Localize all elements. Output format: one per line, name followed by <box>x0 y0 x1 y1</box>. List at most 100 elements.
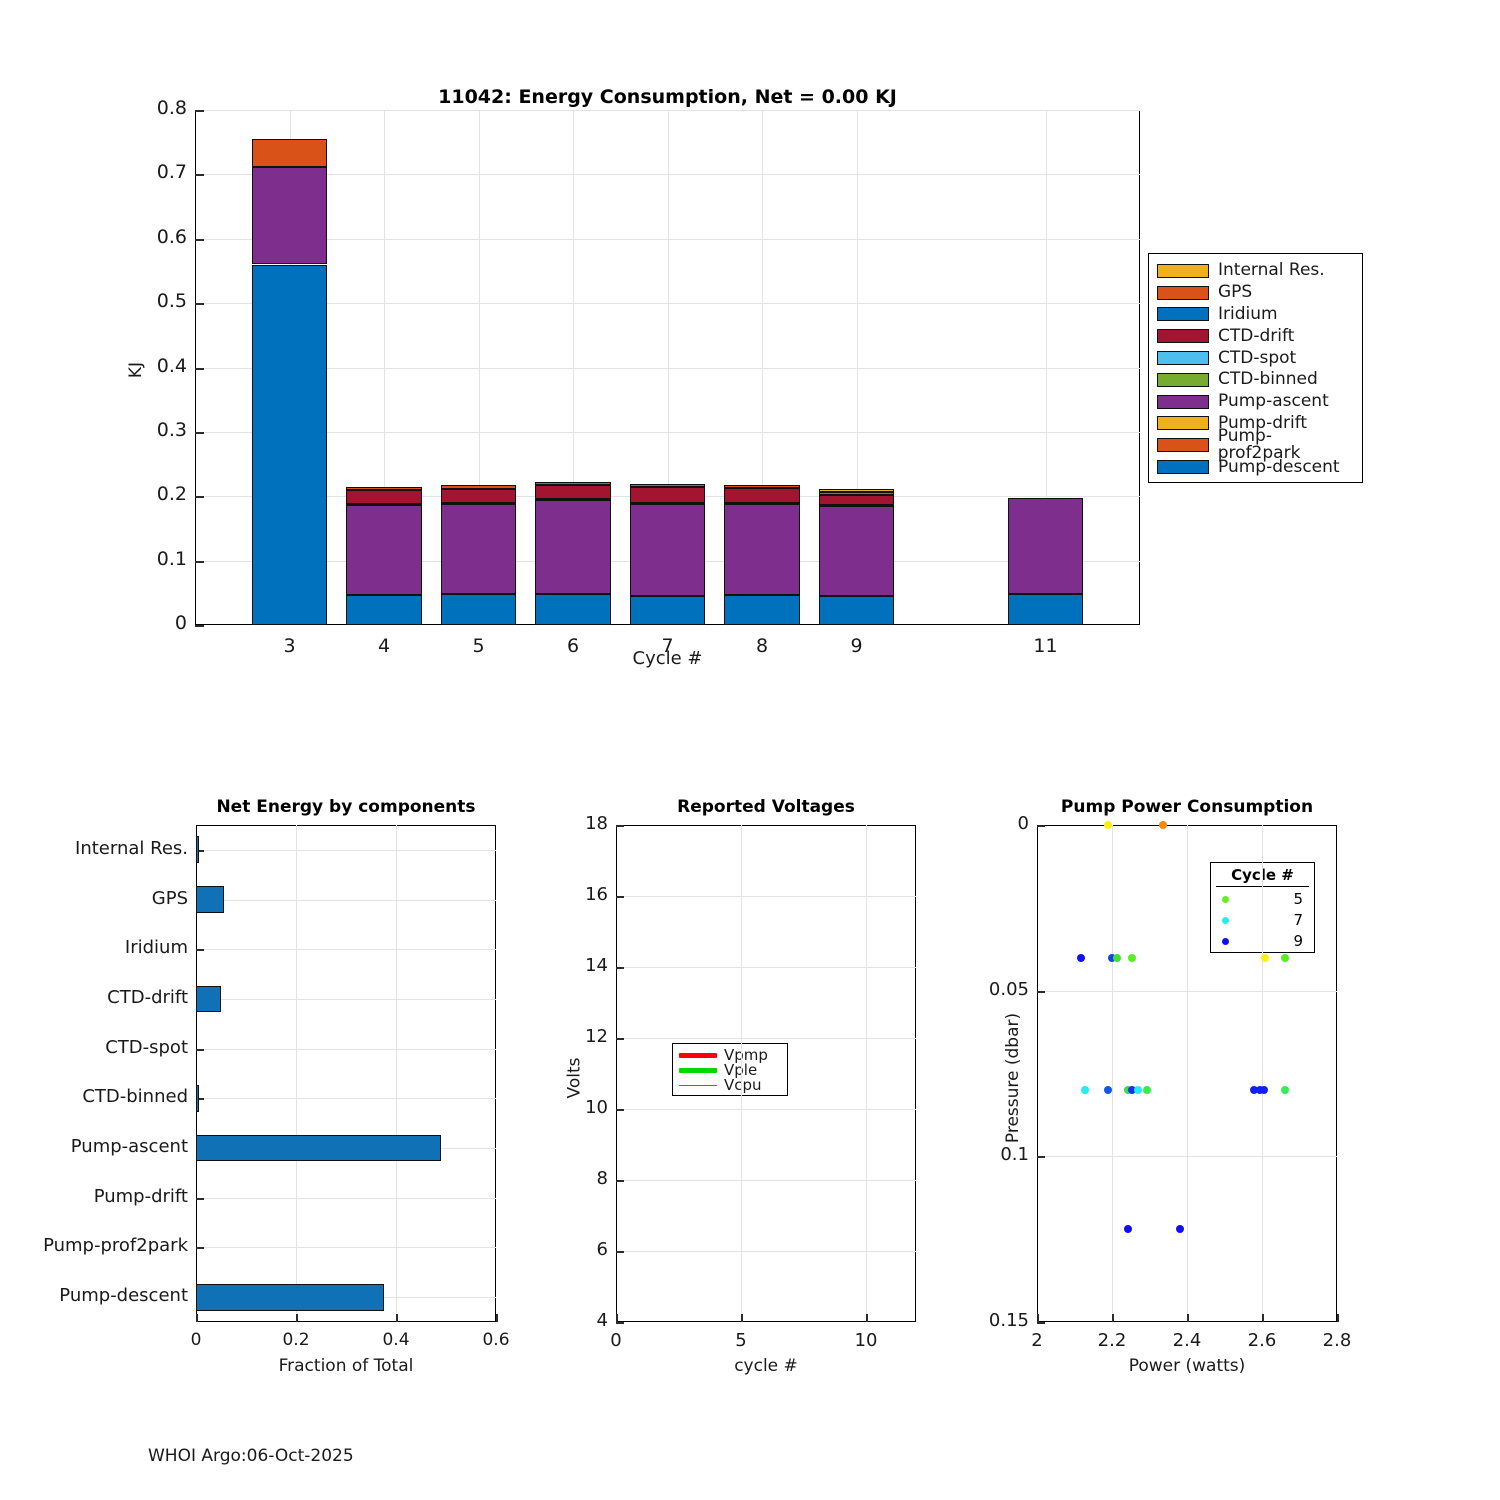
legend-label: CTD-binned <box>1218 369 1318 390</box>
legend-item-internal-res[interactable]: Internal Res. <box>1157 260 1354 282</box>
legend-label: Vcpu <box>724 1076 762 1094</box>
stacked-bar-segment <box>440 503 517 595</box>
x-tick-label: 2.6 <box>1247 1330 1277 1351</box>
x-tick-label: 10 <box>854 1330 878 1351</box>
scatter-point <box>1249 1086 1258 1095</box>
legend-label: 7 <box>1293 911 1303 929</box>
voltages-y-axis-label: Volts <box>564 1057 585 1099</box>
y-gridline <box>195 368 1140 369</box>
y-tickmark <box>195 368 204 370</box>
x-gridline <box>396 825 397 1322</box>
stacked-bar-segment <box>251 167 328 265</box>
y-gridline <box>616 1180 916 1181</box>
stacked-bar-segment <box>440 488 517 504</box>
legend-item-pump-drift[interactable]: Pump-drift <box>1157 413 1354 435</box>
y-gridline <box>196 900 496 901</box>
main-chart-legend[interactable]: Internal Res. GPS Iridium CTD-drift CTD-spot… <box>1148 253 1363 483</box>
horizontal-bar <box>196 1084 199 1112</box>
y-tickmark <box>616 896 624 898</box>
category-label: Internal Res. <box>75 837 188 859</box>
x-tick-label: 3 <box>283 635 296 657</box>
category-label: GPS <box>151 887 188 909</box>
x-tick-label: 2.4 <box>1172 1330 1202 1351</box>
y-tick-label: 0.7 <box>156 161 187 184</box>
legend-item-ctd-drift[interactable]: CTD-drift <box>1157 325 1354 347</box>
voltage-legend-item-vcpu[interactable]: Vcpu <box>679 1078 781 1093</box>
category-label: CTD-drift <box>107 986 188 1008</box>
y-tick-label: 0.2 <box>156 483 187 506</box>
y-tickmark <box>195 432 204 434</box>
y-gridline <box>196 1049 496 1050</box>
x-gridline <box>296 825 297 1322</box>
y-gridline <box>195 303 1140 304</box>
x-gridline <box>1112 825 1113 1322</box>
stacked-bar-segment <box>724 487 800 504</box>
y-tickmark <box>195 496 204 498</box>
legend-item-iridium[interactable]: Iridium <box>1157 304 1354 326</box>
x-gridline <box>857 110 858 625</box>
legend-item-pump-prof2park[interactable]: Pump-prof2park <box>1157 428 1354 462</box>
legend-label: CTD-spot <box>1218 347 1297 368</box>
legend-item-ctd-spot[interactable]: CTD-spot <box>1157 347 1354 369</box>
voltages-legend[interactable]: VpmpVpleVcpu <box>672 1043 788 1096</box>
stacked-bar-segment <box>629 503 706 597</box>
y-tickmark <box>1037 1322 1045 1324</box>
y-tick-label: 0.15 <box>988 1310 1029 1331</box>
stacked-bar-segment <box>346 503 422 506</box>
legend-item-pump-ascent[interactable]: Pump-ascent <box>1157 391 1354 413</box>
x-tick-label: 4 <box>377 635 391 657</box>
stacked-bar-segment <box>535 485 611 500</box>
horizontal-bar <box>196 1134 441 1162</box>
y-tickmark <box>196 1247 204 1249</box>
y-tickmark <box>616 1038 624 1040</box>
horizontal-bar <box>196 886 224 913</box>
y-tick-label: 0 <box>1017 813 1029 834</box>
y-gridline <box>196 850 496 851</box>
legend-swatch <box>1157 263 1209 278</box>
pump-legend-item-cycle-5[interactable]: 5 <box>1216 889 1309 910</box>
stacked-bar-segment <box>818 596 895 625</box>
scatter-point <box>1261 953 1269 962</box>
y-tick-label: 0.5 <box>156 290 187 313</box>
legend-swatch <box>1157 438 1209 453</box>
net-energy-plot-area <box>196 825 496 1322</box>
y-tick-label: 18 <box>585 813 608 834</box>
voltage-legend-item-vple[interactable]: Vple <box>679 1063 781 1078</box>
x-tick-label: 5 <box>735 1330 747 1351</box>
y-tickmark <box>616 1109 624 1111</box>
y-gridline <box>616 896 916 897</box>
x-tickmark <box>616 1314 618 1322</box>
voltages-x-axis-label: cycle # <box>734 1356 798 1376</box>
scatter-point <box>1260 1086 1269 1095</box>
pump-legend-item-cycle-7[interactable]: 7 <box>1216 910 1309 931</box>
y-tick-label: 8 <box>596 1168 608 1189</box>
y-gridline <box>616 1109 916 1110</box>
horizontal-bar <box>196 836 199 864</box>
legend-dot-swatch <box>1222 896 1229 903</box>
pump-power-y-axis-label: Pressure (dbar) <box>1003 1012 1024 1144</box>
legend-label: Pump-prof2park <box>1217 426 1301 464</box>
legend-item-ctd-binned[interactable]: CTD-binned <box>1157 369 1354 391</box>
legend-dot-swatch <box>1222 917 1229 924</box>
legend-item-gps[interactable]: GPS <box>1157 282 1354 304</box>
pump-legend-item-cycle-9[interactable]: 9 <box>1216 931 1309 952</box>
legend-item-pump-descent[interactable]: Pump-descent <box>1157 456 1354 478</box>
scatter-point <box>1127 1086 1136 1095</box>
y-tickmark <box>195 625 204 627</box>
stacked-bar-segment <box>535 499 611 502</box>
stacked-bar-segment <box>629 596 706 625</box>
stacked-bar-segment <box>818 504 895 507</box>
x-tick-label: 0.2 <box>282 1330 310 1350</box>
legend-label: Vple <box>724 1063 757 1078</box>
x-gridline <box>1262 825 1263 1322</box>
voltage-legend-item-vpmp[interactable]: Vpmp <box>679 1048 781 1063</box>
stacked-bar-segment <box>440 485 517 489</box>
y-tickmark <box>616 967 624 969</box>
x-tick-label: 11 <box>1033 635 1058 657</box>
y-gridline <box>195 432 1140 433</box>
y-tick-label: 0 <box>174 612 187 634</box>
y-tickmark <box>196 949 204 951</box>
x-tick-label: 0.4 <box>382 1330 410 1350</box>
legend-label: Pump-drift <box>1218 412 1308 433</box>
legend-swatch <box>1157 307 1209 322</box>
